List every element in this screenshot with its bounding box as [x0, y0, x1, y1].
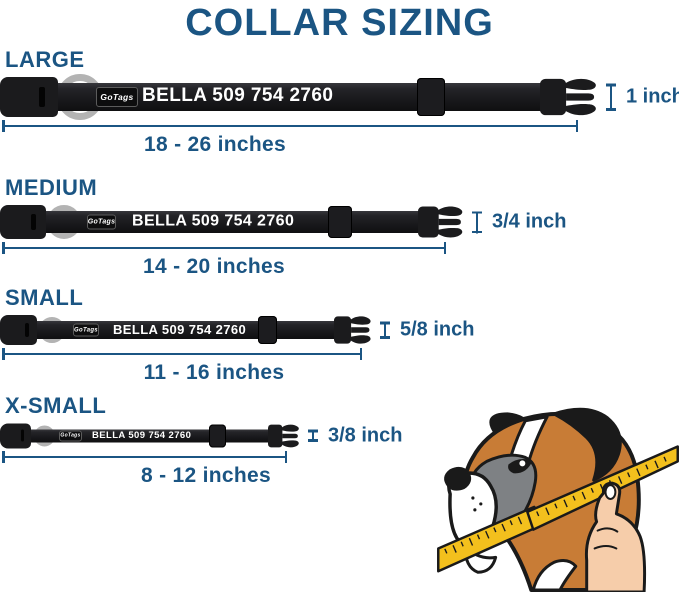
length-text: 8 - 12 inches [141, 464, 271, 487]
buckle-male-end [268, 423, 300, 448]
length-measure-large: 18 - 26 inches [0, 120, 578, 157]
brand-tag-label: GoTags [87, 218, 116, 226]
width-ibeam-icon [605, 83, 617, 111]
buckle-female-end [0, 77, 58, 117]
measure-line [2, 451, 287, 463]
size-label-small: SMALL [5, 285, 84, 310]
length-text: 11 - 16 inches [143, 361, 285, 384]
size-label-medium: MEDIUM [5, 175, 98, 200]
width-measure-small: 5/8 inch [379, 319, 474, 342]
width-measure-xsmall: 3/8 inch [307, 424, 402, 447]
collar-strap [4, 83, 552, 111]
length-measure-xsmall: 8 - 12 inches [0, 451, 287, 488]
size-label-xsmall: X-SMALL [5, 393, 107, 418]
width-text: 3/8 inch [328, 424, 403, 446]
brand-tag-label: GoTags [100, 92, 134, 102]
length-text: 18 - 26 inches [144, 133, 286, 156]
collar-image-large: GoTags BELLA 509 754 2760 1 inch [0, 74, 679, 120]
buckle-male-icon [268, 424, 299, 447]
collar-image-xsmall: GoTags BELLA 509 754 2760 3/8 inch [0, 422, 402, 449]
buckle-male-end [418, 205, 464, 239]
adjuster-slide [417, 78, 445, 116]
width-ibeam-icon [379, 321, 391, 339]
collar-personalization-text: BELLA 509 754 2760 [113, 321, 247, 337]
buckle-male-end [334, 315, 372, 345]
buckle-female-end [0, 423, 31, 448]
size-section-small: SMALL GoTags BELLA 509 754 2760 5/8 inch [0, 284, 679, 385]
size-label-large: LARGE [5, 47, 85, 72]
width-measure-large: 1 inch [605, 83, 679, 111]
brand-tag: GoTags [59, 430, 82, 441]
adjuster-slide [258, 316, 277, 344]
length-measure-small: 11 - 16 inches [0, 348, 362, 385]
size-section-large: LARGE GoTags BELLA 509 754 2760 1 inch [0, 46, 679, 157]
buckle-male-icon [418, 206, 463, 238]
length-measure-medium: 14 - 20 inches [0, 242, 446, 279]
boxer-dog-measuring-tape-illustration [437, 402, 679, 592]
measure-line [2, 348, 362, 360]
width-text: 3/4 inch [492, 210, 567, 233]
brand-tag-label: GoTags [60, 432, 81, 439]
brand-tag: GoTags [73, 323, 99, 337]
width-ibeam-icon [307, 429, 319, 442]
length-text: 14 - 20 inches [143, 255, 285, 278]
buckle-male-icon [540, 78, 596, 116]
size-section-medium: MEDIUM GoTags BELLA 509 754 2760 3/4 inc… [0, 174, 679, 279]
collar-personalization-text: BELLA 509 754 2760 [142, 85, 334, 107]
measure-line [2, 120, 578, 132]
dog-illustration-icon [437, 407, 679, 592]
brand-tag: GoTags [87, 214, 116, 230]
width-text: 5/8 inch [400, 318, 475, 341]
collar-personalization-text: BELLA 509 754 2760 [132, 212, 295, 230]
buckle-female-end [0, 205, 46, 239]
brand-tag: GoTags [96, 87, 138, 107]
size-section-xsmall: X-SMALL GoTags BELLA 509 754 2760 3/8 in… [0, 392, 679, 488]
buckle-male-icon [334, 316, 371, 344]
brand-tag-label: GoTags [74, 327, 98, 333]
width-ibeam-icon [471, 211, 483, 233]
buckle-male-end [540, 77, 598, 117]
collar-image-medium: GoTags BELLA 509 754 2760 3/4 inch [0, 204, 566, 240]
adjuster-slide [328, 206, 352, 238]
collar-image-small: GoTags BELLA 509 754 2760 5/8 inch [0, 314, 474, 346]
width-measure-medium: 3/4 inch [471, 211, 566, 234]
page-title: COLLAR SIZING [185, 2, 494, 44]
measure-line [2, 242, 446, 254]
collar-personalization-text: BELLA 509 754 2760 [92, 429, 192, 441]
adjuster-slide [209, 424, 226, 447]
width-text: 1 inch [626, 85, 679, 108]
buckle-female-end [0, 315, 37, 345]
